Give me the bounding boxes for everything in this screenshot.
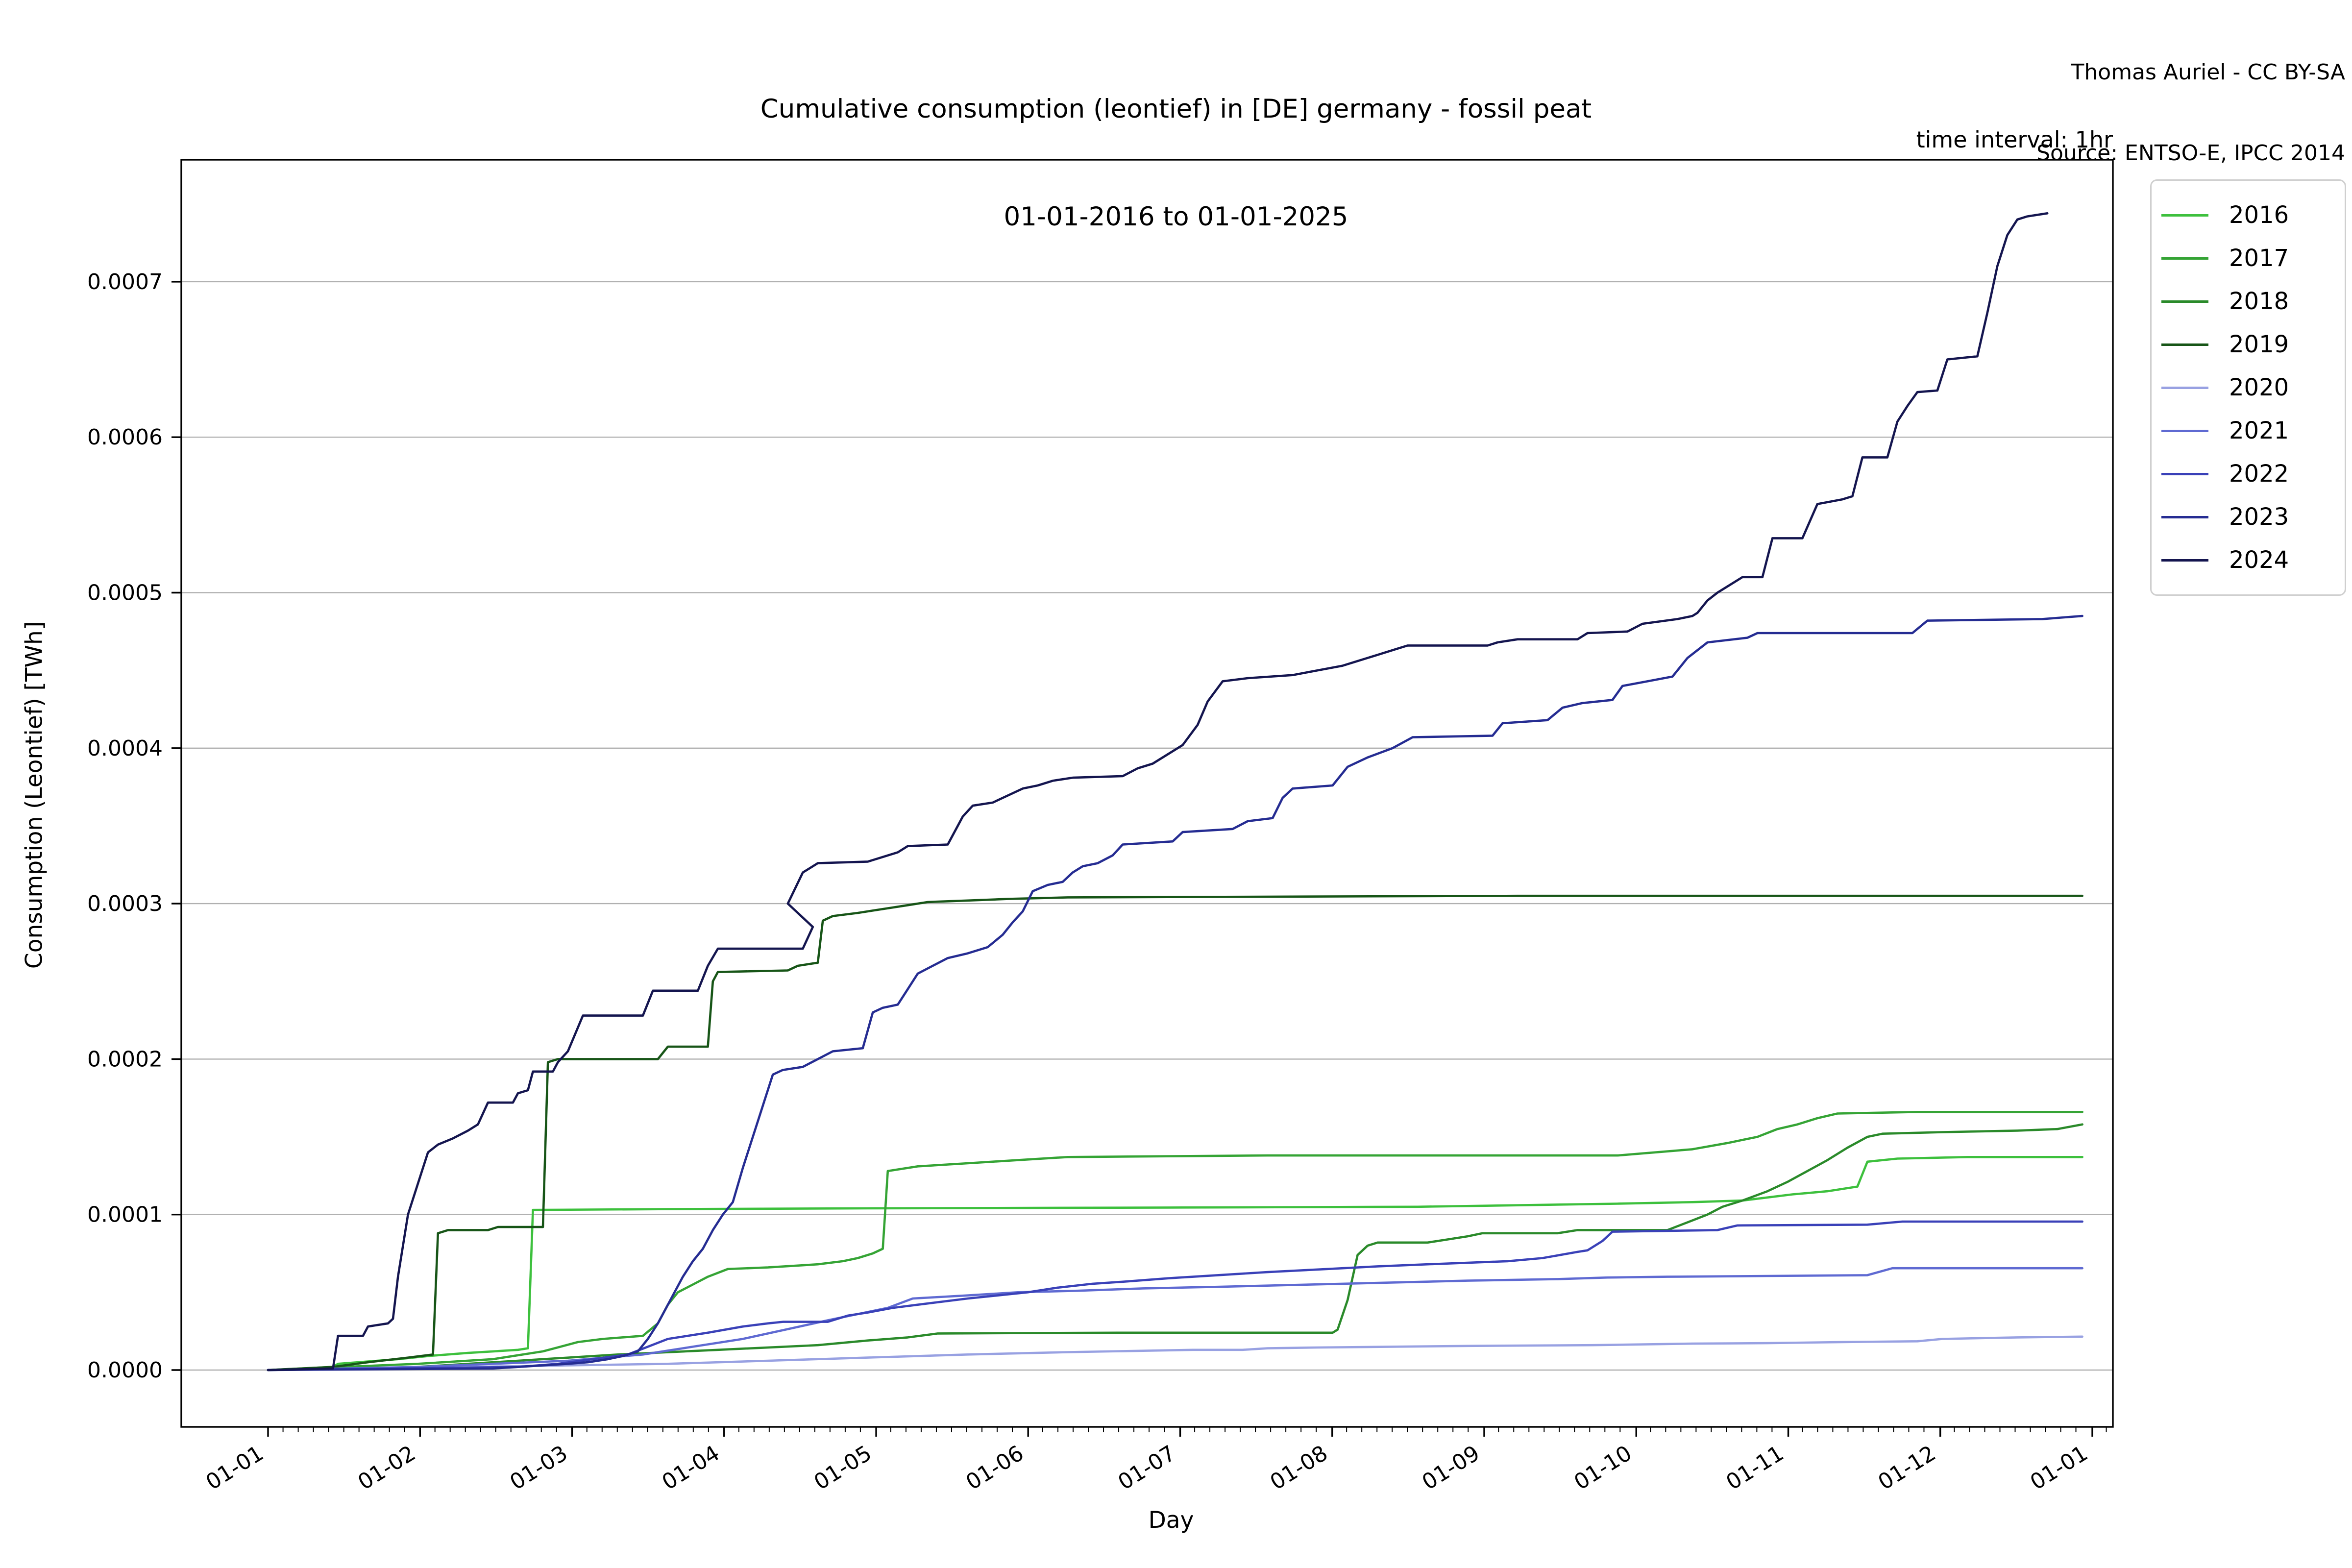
legend-label: 2020 [2229,374,2289,401]
series-line-2024 [267,212,2049,1372]
series-line-2017 [267,1111,2083,1372]
series-line-2018 [267,1123,2083,1372]
legend-item-2017: 2017 [2161,237,2340,280]
legend-item-2016: 2016 [2161,194,2340,237]
legend-swatch-2024 [2161,559,2208,562]
legend-label: 2024 [2229,546,2289,574]
x-tick-label: 01-12 [1874,1441,1940,1495]
x-tick-label: 01-11 [1722,1441,1788,1495]
legend-label: 2017 [2229,245,2289,272]
chart-title: Cumulative consumption (leontief) in [DE… [612,20,1740,306]
series-line-2021 [267,1267,2083,1372]
legend-swatch-2019 [2161,343,2208,346]
legend-item-2019: 2019 [2161,323,2340,366]
y-tick-label: 0.0004 [87,736,163,761]
y-tick-label: 0.0001 [87,1202,163,1227]
legend-item-2018: 2018 [2161,280,2340,323]
chart-title-line2: 01-01-2016 to 01-01-2025 [1004,201,1348,232]
legend-swatch-2021 [2161,429,2208,432]
legend-label: 2021 [2229,417,2289,444]
legend-swatch-2018 [2161,300,2208,303]
legend-swatch-2023 [2161,515,2208,518]
x-tick-label: 01-03 [506,1441,572,1495]
x-tick-label: 01-06 [962,1441,1028,1495]
x-tick-label: 01-05 [809,1441,876,1495]
plot-border [180,159,2114,1428]
legend-item-2024: 2024 [2161,539,2340,582]
legend-label: 2023 [2229,503,2289,531]
legend-swatch-2020 [2161,386,2208,389]
x-tick-label: 01-07 [1114,1441,1180,1495]
legend-item-2021: 2021 [2161,409,2340,452]
x-axis-title: Day [1148,1507,1194,1534]
legend-label: 2019 [2229,331,2289,358]
legend-swatch-2017 [2161,257,2208,260]
y-tick-label: 0.0007 [87,270,163,294]
y-tick-label: 0.0002 [87,1047,163,1072]
series-line-2022 [267,1220,2083,1372]
y-tick-label: 0.0000 [87,1358,163,1383]
y-tick-label: 0.0003 [87,891,163,916]
x-tick-label: 01-09 [1418,1441,1484,1495]
series-line-2019 [267,894,2083,1372]
x-tick-label: 01-10 [1570,1441,1636,1495]
attribution-source: Source: ENTSO-E, IPCC 2014 [2036,141,2345,166]
chart-title-line1: Cumulative consumption (leontief) in [DE… [760,94,1592,124]
legend-swatch-2022 [2161,472,2208,475]
legend-item-2020: 2020 [2161,366,2340,409]
series-line-2020 [267,1335,2083,1372]
legend-label: 2018 [2229,288,2289,315]
y-tick-label: 0.0006 [87,425,163,450]
legend-item-2023: 2023 [2161,495,2340,539]
legend-label: 2022 [2229,460,2289,488]
attribution: Thomas Auriel - CC BY-SA Source: ENTSO-E… [1757,5,2345,220]
legend-swatch-2016 [2161,214,2208,217]
series-line-2023 [267,614,2083,1372]
chart-legend: 2016 2017 2018 2019 2020 2021 2022 2023 2024 [2150,179,2346,596]
series-line-2016 [267,1156,2083,1372]
attribution-author: Thomas Auriel - CC BY-SA [2071,60,2345,85]
x-tick-label: 01-01 [201,1441,268,1495]
x-tick-label: 01-04 [658,1441,724,1495]
y-axis-title: Consumption (Leontief) [TWh] [21,621,48,969]
y-tick-label: 0.0005 [87,581,163,606]
legend-item-2022: 2022 [2161,452,2340,495]
x-tick-label: 01-08 [1266,1441,1332,1495]
legend-label: 2016 [2229,201,2289,229]
time-interval-note: time interval: 1hr [1916,126,2113,153]
x-tick-label: 01-01 [2026,1441,2092,1495]
x-tick-label: 01-02 [354,1441,420,1495]
